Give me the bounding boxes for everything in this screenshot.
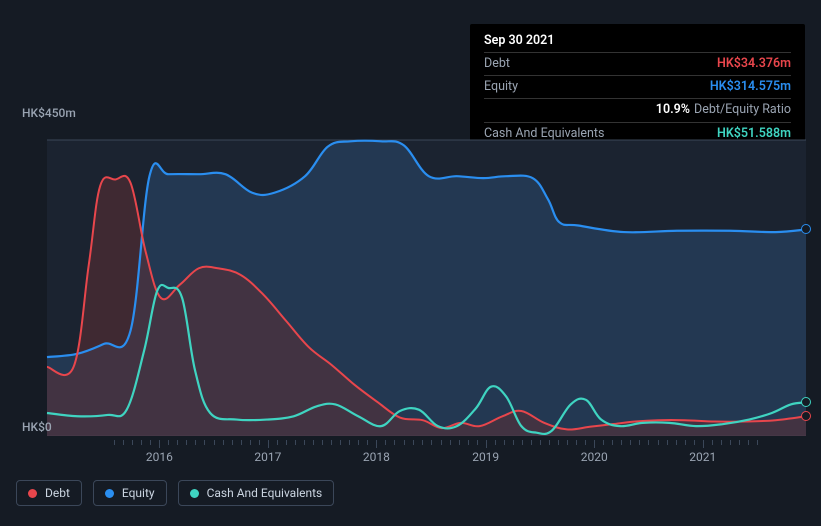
legend-label: Equity — [122, 486, 155, 500]
legend-dot-icon — [190, 489, 199, 498]
legend-label: Debt — [45, 486, 70, 500]
y-axis-min: HK$0 — [22, 420, 52, 434]
series-end-equity — [801, 224, 811, 234]
tooltip-label — [484, 101, 656, 119]
tooltip-row: EquityHK$314.575m — [484, 75, 791, 98]
legend-item-cash-and-equivalents[interactable]: Cash And Equivalents — [178, 480, 335, 506]
tooltip-ratio: 10.9%Debt/Equity Ratio — [656, 101, 791, 119]
x-axis-year: 2021 — [689, 450, 716, 464]
tooltip-row: DebtHK$34.376m — [484, 52, 791, 75]
series-end-cash — [801, 397, 811, 407]
tooltip-label: Debt — [484, 55, 717, 73]
series-end-debt — [801, 411, 811, 421]
tooltip-row: 10.9%Debt/Equity Ratio — [484, 98, 791, 121]
chart-legend: Debt Equity Cash And Equivalents — [16, 480, 334, 506]
legend-item-equity[interactable]: Equity — [93, 480, 167, 506]
x-axis-year: 2018 — [363, 450, 390, 464]
chart-canvas — [16, 120, 806, 436]
tooltip-date: Sep 30 2021 — [484, 32, 791, 50]
tooltip-value: HK$314.575m — [710, 78, 791, 96]
x-axis-year: 2017 — [254, 450, 281, 464]
tooltip-label: Equity — [484, 78, 710, 96]
y-axis-max: HK$450m — [22, 106, 76, 120]
x-axis-year: 2020 — [581, 450, 608, 464]
legend-dot-icon — [105, 489, 114, 498]
x-axis-year: 2016 — [146, 450, 173, 464]
x-axis-year: 2019 — [472, 450, 499, 464]
tooltip-value: HK$34.376m — [717, 55, 791, 73]
legend-dot-icon — [28, 489, 37, 498]
debt-equity-chart: HK$450m HK$0 201620172018201920202021 — [16, 120, 806, 436]
legend-label: Cash And Equivalents — [207, 486, 323, 500]
legend-item-debt[interactable]: Debt — [16, 480, 82, 506]
